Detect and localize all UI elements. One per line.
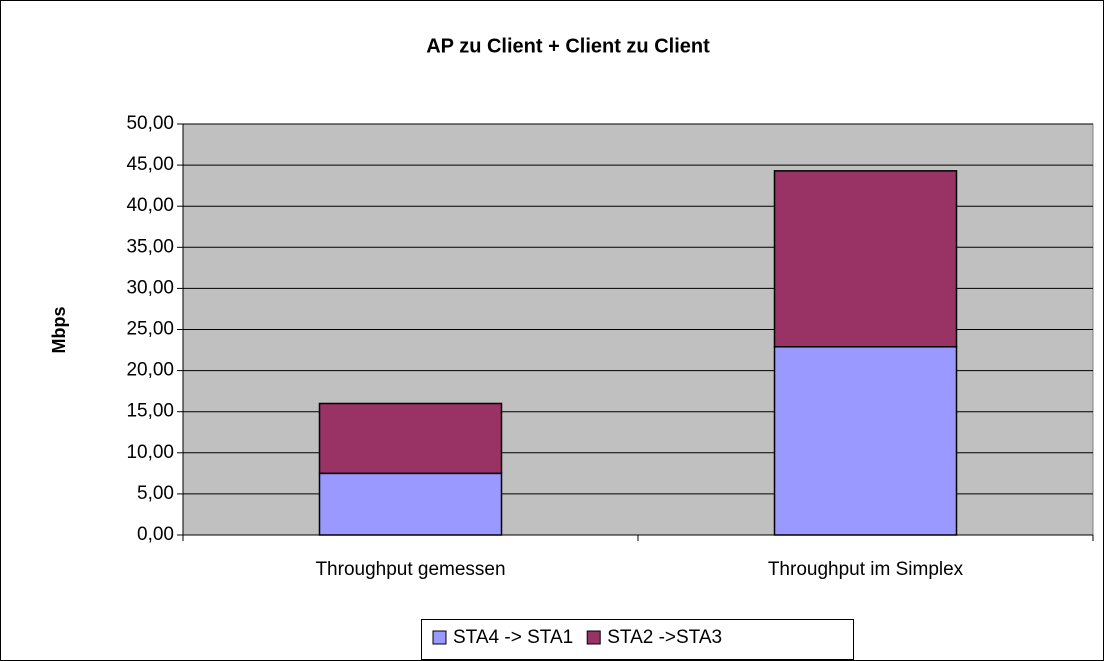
y-tick-label: 40,00	[126, 195, 174, 216]
x-tick-label: Throughput gemessen	[315, 559, 505, 580]
y-tick-label: 30,00	[126, 277, 174, 298]
legend-swatch	[432, 630, 447, 645]
bar-segment	[773, 346, 958, 536]
legend-box	[421, 619, 854, 660]
y-axis-label: Mbps	[49, 307, 69, 354]
chart-title: AP zu Client + Client zu Client	[426, 35, 710, 57]
bar-segment	[318, 472, 503, 536]
legend-swatch	[586, 630, 601, 645]
y-tick-label: 5,00	[137, 483, 174, 504]
bar-segment	[773, 170, 958, 348]
y-tick-label: 50,00	[126, 113, 174, 134]
bar-segment	[318, 402, 503, 475]
legend-label: STA2 ->STA3	[607, 627, 722, 648]
legend-label: STA4 -> STA1	[453, 627, 573, 648]
y-tick-label: 20,00	[126, 360, 174, 381]
y-tick-label: 45,00	[126, 154, 174, 175]
y-tick-label: 10,00	[126, 442, 174, 463]
y-tick-label: 25,00	[126, 319, 174, 340]
y-tick-label: 0,00	[137, 524, 174, 545]
y-tick-label: 15,00	[126, 401, 174, 422]
x-tick-label: Throughput im Simplex	[768, 559, 964, 580]
y-tick-label: 35,00	[126, 236, 174, 257]
